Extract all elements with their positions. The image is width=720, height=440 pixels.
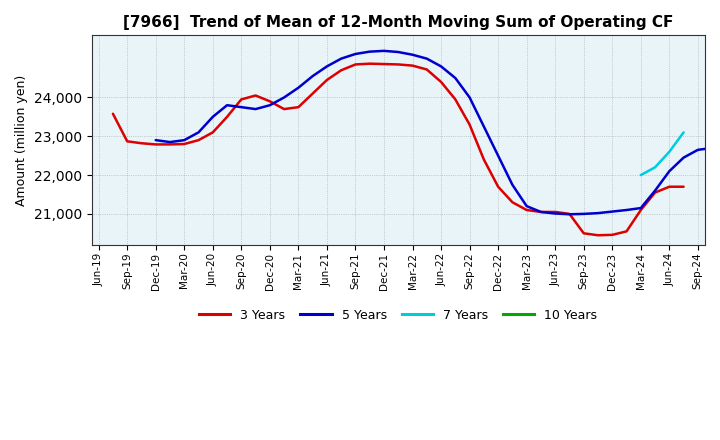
Title: [7966]  Trend of Mean of 12-Month Moving Sum of Operating CF: [7966] Trend of Mean of 12-Month Moving … — [123, 15, 673, 30]
Legend: 3 Years, 5 Years, 7 Years, 10 Years: 3 Years, 5 Years, 7 Years, 10 Years — [194, 304, 603, 327]
Y-axis label: Amount (million yen): Amount (million yen) — [15, 74, 28, 206]
